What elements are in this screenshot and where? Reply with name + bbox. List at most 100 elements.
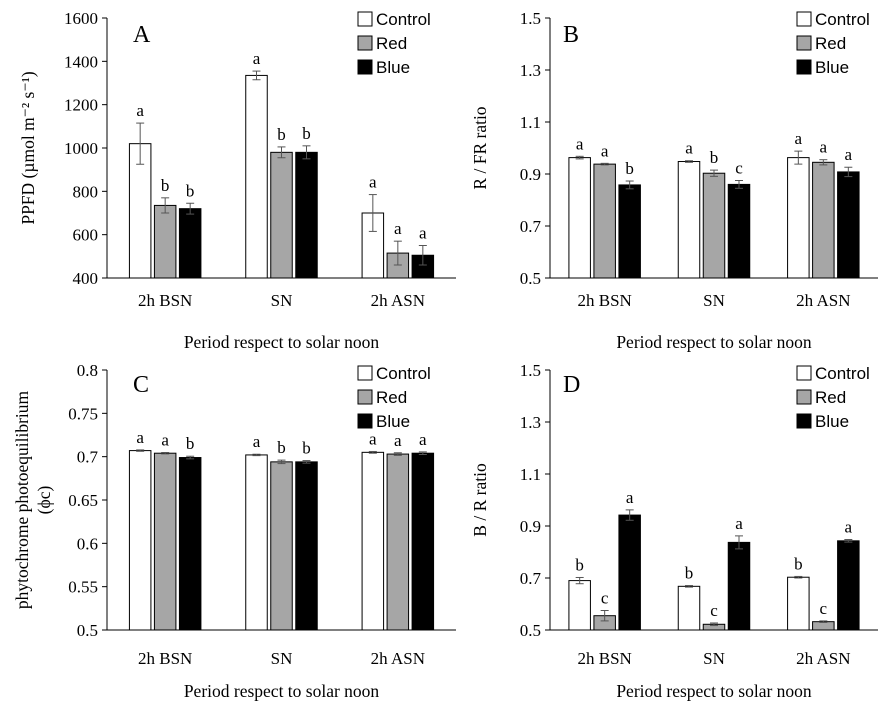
panel-d-ytick-label: 0.7 — [520, 569, 542, 588]
panel-d-ytick-label: 0.9 — [520, 517, 541, 536]
panel-d-significance-letter: b — [575, 555, 584, 574]
panel-d-legend-label: Control — [815, 364, 870, 383]
panel-c-ytick-label: 0.75 — [68, 404, 98, 423]
panel-a-significance-letter: b — [277, 125, 286, 144]
panel-b-significance-letter: c — [735, 159, 743, 178]
panel-c-significance-letter: a — [136, 428, 144, 447]
panel-c-significance-letter: a — [161, 431, 169, 450]
panel-a-significance-letter: a — [369, 173, 377, 192]
panel-b-significance-letter: a — [845, 145, 853, 164]
panel-c-significance-letter: a — [419, 430, 427, 449]
panel-c-bar — [128, 450, 152, 631]
panel-b-significance-letter: a — [795, 129, 803, 148]
panel-b-bar — [618, 184, 641, 279]
panel-d-ytick-label: 1.5 — [520, 361, 541, 380]
panel-a-bar — [295, 151, 318, 279]
panel-a-ytick-label: 800 — [73, 182, 99, 201]
panel-c-legend-swatch — [357, 389, 373, 405]
panel-c-ytick-label: 0.6 — [77, 534, 98, 553]
panel-a-category-label: SN — [271, 291, 293, 310]
panel-b-ytick-label: 1.3 — [520, 61, 541, 80]
panel-c-x-axis-title: Period respect to solar noon — [184, 681, 380, 701]
panel-c-ytick-label: 0.5 — [77, 621, 98, 640]
panel-d-significance-letter: b — [794, 554, 803, 573]
panel-a-ytick-label: 600 — [73, 226, 99, 245]
panel-c-label: C — [133, 372, 149, 398]
panel-a-bar — [178, 208, 202, 279]
panel-a-ytick-label: 1400 — [64, 52, 98, 71]
panel-d-legend-label: Red — [815, 388, 846, 407]
panel-a-significance-letter: b — [302, 124, 311, 143]
panel-c-bar — [153, 452, 177, 631]
panel-a-bar — [153, 204, 177, 279]
panel-b-significance-letter: b — [625, 159, 634, 178]
panel-a-significance-letter: a — [419, 224, 427, 243]
panel-b-legend-label: Control — [815, 10, 870, 29]
panel-b-ytick-label: 0.9 — [520, 165, 541, 184]
panel-a-legend: Control Red Blue — [357, 10, 431, 77]
panel-d-significance-letter: c — [820, 599, 828, 618]
panel-b-bar — [677, 161, 701, 279]
panel-d-legend: Control Red Blue — [796, 364, 870, 431]
panel-c-bar — [245, 454, 268, 631]
panel-b-significance-letter: a — [601, 141, 609, 160]
panel-b-x-axis-title: Period respect to solar noon — [616, 332, 812, 352]
panel-c-significance-letter: a — [253, 432, 261, 451]
panel-a-y-axis-title: PPFD (µmol m⁻² s⁻¹) — [18, 71, 38, 224]
panel-b-bar — [727, 183, 751, 279]
panel-a-significance-letter: a — [394, 219, 402, 238]
panel-c-legend-label: Blue — [376, 412, 410, 431]
panel-c-category-label: SN — [271, 649, 293, 668]
panel-a-significance-letter: b — [161, 176, 170, 195]
panel-a-bar — [245, 74, 268, 279]
panel-d-category-label: SN — [703, 649, 725, 668]
panel-b-ytick-label: 1.1 — [520, 113, 541, 132]
panel-b-significance-letter: a — [685, 139, 693, 158]
panel-d-bar — [727, 541, 751, 631]
panel-c-significance-letter: b — [302, 439, 311, 458]
panel-d-ytick-label: 0.5 — [520, 621, 541, 640]
panel-a-label: A — [133, 22, 151, 48]
panel-c-bar — [178, 457, 202, 631]
panel-a-x-axis-title: Period respect to solar noon — [184, 332, 380, 352]
panel-d-legend-label: Blue — [815, 412, 849, 431]
panel-c-category-label: 2h BSN — [138, 649, 192, 668]
panel-c-ytick-label: 0.7 — [77, 448, 99, 467]
panel-c-bar — [295, 461, 318, 631]
panel-b-bar — [787, 157, 810, 279]
panel-a-significance-letter: a — [253, 49, 261, 68]
panel-d-category-label: 2h ASN — [796, 649, 850, 668]
panel-c-y-axis-title-line2: (ϕc) — [34, 486, 54, 515]
panel-a-category-label: 2h BSN — [138, 291, 192, 310]
panel-a-significance-letter: b — [186, 181, 195, 200]
panel-c-significance-letter: b — [186, 434, 195, 453]
panel-d-significance-letter: a — [845, 518, 853, 537]
panel-d-bar — [618, 514, 641, 631]
panel-c-legend-swatch — [357, 365, 373, 381]
panel-c-legend: Control Red Blue — [357, 364, 431, 431]
panel-b-ytick-label: 1.5 — [520, 9, 541, 28]
panel-c-significance-letter: b — [277, 438, 286, 457]
panel-b-ytick-label: 0.7 — [520, 217, 542, 236]
panel-a-bar — [270, 151, 293, 279]
panel-b-bar — [568, 157, 591, 279]
panel-b-legend: Control Red Blue — [796, 10, 870, 77]
panel-d-legend-swatch — [796, 365, 812, 381]
panel-d-legend-swatch — [796, 413, 812, 429]
panel-b-bar — [812, 161, 835, 279]
panel-d-significance-letter: a — [735, 514, 743, 533]
panel-b-category-label: SN — [703, 291, 725, 310]
panel-c-y-axis-title: phytochrome photoequilibrium — [12, 391, 32, 610]
panel-d-bar — [568, 580, 591, 631]
panel-a-ytick-label: 1600 — [64, 9, 98, 28]
panel-a-legend-swatch — [357, 11, 373, 27]
panel-c-significance-letter: a — [394, 431, 402, 450]
panel-d-bar — [787, 576, 810, 631]
panel-d-ytick-label: 1.1 — [520, 465, 541, 484]
panel-d-label: D — [563, 372, 580, 398]
